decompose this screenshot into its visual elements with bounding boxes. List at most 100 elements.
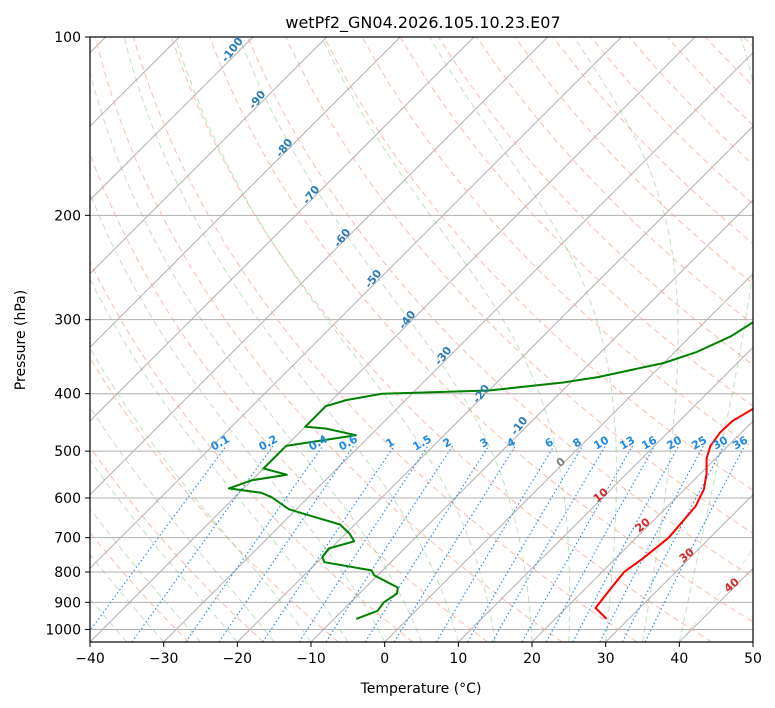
x-tick-label: 10 (449, 651, 467, 667)
mixing-ratio-line (393, 445, 516, 642)
y-tick-label: 100 (54, 30, 81, 46)
mixing-ratio-line (572, 445, 680, 642)
y-tick-label: 200 (54, 208, 81, 224)
dry-adiabat (90, 446, 264, 642)
moist-adiabat (123, 37, 459, 642)
moist-adiabat-label: 40 (722, 575, 742, 595)
mixing-ratio-line (545, 445, 656, 642)
x-axis: −40 −30 −20 −10 0 10 20 30 40 50 (75, 642, 762, 667)
dry-adiabat-label: -10 (508, 414, 531, 438)
isotherm-gridline (90, 37, 475, 422)
isotherm-gridline (163, 51, 753, 642)
mixing-ratio-label: 13 (617, 434, 637, 453)
dry-adiabat (704, 37, 753, 87)
isotherm-gridline (90, 37, 549, 496)
line-labels: -100-90-80-70-60-50-40-30-20-100.1 0.2 0.4… (209, 35, 751, 595)
dry-adiabat-label: -30 (432, 344, 455, 368)
isotherm-gridline (384, 272, 753, 642)
mixing-ratio-line (90, 445, 227, 632)
isotherm-gridline (90, 37, 254, 201)
y-tick-label: 800 (54, 565, 81, 581)
isotherm-gridline (605, 493, 753, 642)
x-tick-label: −40 (75, 651, 105, 667)
dry-adiabat (209, 37, 753, 623)
y-tick-label: 400 (54, 387, 81, 403)
dry-adiabat (94, 37, 563, 642)
dry-adiabat (514, 37, 753, 285)
mixing-ratio-line (364, 445, 490, 642)
x-tick-label: 0 (380, 651, 389, 667)
moist-adiabat-label: 0 (554, 455, 568, 470)
dry-adiabat (476, 37, 753, 325)
dry-adiabat (323, 37, 753, 491)
mixing-ratio-label: 30 (710, 433, 730, 452)
dry-adiabat (285, 37, 753, 535)
y-tick-label: 500 (54, 444, 81, 460)
dry-adiabat-label: -50 (362, 267, 385, 291)
dry-adiabat-label: -90 (246, 88, 269, 112)
temperature-trace (594, 407, 753, 620)
x-tick-label: 50 (744, 651, 762, 667)
decorative-arc (678, 548, 753, 642)
mixing-ratio-line (325, 445, 454, 642)
isotherm-gridline (90, 37, 622, 570)
moist-adiabat (174, 37, 496, 642)
y-axis-label: Pressure (hPa) (13, 290, 29, 390)
mixing-ratio-label: 0.1 (209, 432, 232, 453)
moist-adiabat (573, 37, 679, 642)
moist-adiabat (238, 37, 533, 642)
y-axis: 100 200 300 400 500 600 700 800 900 1000 (45, 30, 90, 638)
plot-frame (89, 36, 754, 643)
moist-adiabat (90, 553, 165, 642)
y-tick-label: 900 (54, 595, 81, 611)
y-tick-label: 600 (54, 491, 81, 507)
mixing-ratio-label: 10 (591, 433, 611, 452)
mixing-ratio-line (298, 445, 429, 642)
moist-adiabat (321, 37, 571, 642)
moist-adiabat-label: 30 (677, 545, 697, 565)
plot-area (0, 37, 753, 642)
mixing-ratio-label: 8 (571, 435, 584, 450)
moist-adiabat (90, 507, 201, 642)
mixing-ratio-line (218, 445, 355, 642)
dry-adiabat-label: -100 (219, 35, 246, 65)
mixing-ratio-line (599, 445, 704, 642)
x-tick-label: 40 (670, 651, 688, 667)
isotherm-gridline (457, 346, 753, 642)
mixing-ratio-label: 3 (478, 435, 491, 450)
moist-adiabat (678, 37, 753, 642)
dry-adiabat (743, 37, 753, 48)
x-tick-label: 30 (597, 651, 615, 667)
moist-adiabat (90, 192, 386, 642)
mixing-ratio-line (521, 445, 633, 642)
mixing-ratio-line (131, 445, 274, 642)
mixing-ratio-label: 16 (639, 433, 659, 452)
mixing-ratio-line (467, 445, 584, 642)
mixing-ratio-label: 20 (664, 433, 684, 452)
dry-adiabat-label: -80 (273, 136, 296, 160)
moist-adiabat (90, 406, 275, 642)
dry-adiabat (132, 37, 638, 642)
moist-adiabat (90, 459, 238, 642)
y-tick-label: 700 (54, 531, 81, 547)
mixing-ratio-line (262, 445, 395, 642)
mixing-ratio-label: 0.4 (307, 432, 331, 453)
dry-adiabat (90, 152, 488, 642)
dry-adiabat-label: -70 (300, 183, 323, 207)
moist-adiabat (90, 70, 422, 642)
mixing-ratio-label: 0.2 (257, 432, 280, 453)
moist-adiabat (429, 37, 617, 642)
moist-adiabat (90, 277, 349, 642)
chart-title: wetPf2_GN04.2026.105.10.23.E07 (285, 13, 560, 33)
x-tick-label: −30 (149, 651, 179, 667)
y-tick-label: 300 (54, 313, 81, 329)
isotherm-gridline (752, 641, 753, 642)
decorative-arc (0, 37, 67, 642)
isotherm-gridline (90, 37, 401, 349)
mixing-ratio-line (644, 445, 746, 642)
y-tick-label: 1000 (45, 622, 81, 638)
isotherm-gridline (236, 125, 753, 642)
mixing-ratio-label: 36 (730, 433, 750, 452)
dry-adiabat-label: -20 (470, 382, 493, 406)
